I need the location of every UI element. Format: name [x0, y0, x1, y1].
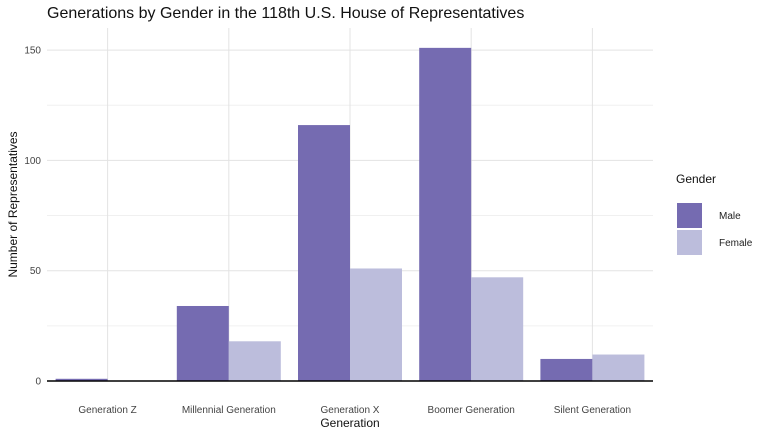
x-axis-title: Generation: [320, 416, 379, 430]
bar-male-generation-x: [298, 125, 350, 381]
bar-female-millennial-generation: [228, 341, 281, 381]
x-tick-label: Millennial Generation: [182, 405, 276, 416]
legend: Gender Male Female: [676, 172, 753, 255]
legend-label-male: Male: [719, 211, 741, 222]
y-tick-label: 50: [30, 266, 42, 277]
bar-male-millennial-generation: [176, 305, 229, 381]
legend-swatch-female: [677, 230, 702, 255]
legend-title: Gender: [676, 172, 716, 186]
x-tick-label: Generation Z: [78, 405, 136, 416]
x-tick-label: Silent Generation: [554, 405, 631, 416]
legend-swatch-male: [677, 203, 702, 228]
y-tick-label: 0: [35, 377, 41, 388]
bar-male-generation-z: [55, 378, 108, 381]
y-tick-label: 150: [24, 46, 41, 57]
y-tick-labels: 0 50 100 150: [24, 46, 41, 388]
bar-female-boomer-generation: [471, 277, 524, 381]
bar-female-silent-generation: [592, 354, 645, 381]
bars: [55, 47, 645, 381]
x-tick-labels: Generation Z Millennial Generation Generat…: [78, 405, 631, 416]
bar-male-boomer-generation: [419, 47, 472, 381]
x-tick-label: Generation X: [321, 405, 380, 416]
bar-female-generation-x: [350, 268, 402, 381]
y-axis-title: Number of Representatives: [6, 131, 20, 277]
y-tick-label: 100: [24, 156, 41, 167]
bar-male-silent-generation: [540, 358, 593, 381]
x-tick-label: Boomer Generation: [428, 405, 515, 416]
chart-title: Generations by Gender in the 118th U.S. …: [47, 5, 525, 22]
legend-label-female: Female: [719, 238, 753, 249]
